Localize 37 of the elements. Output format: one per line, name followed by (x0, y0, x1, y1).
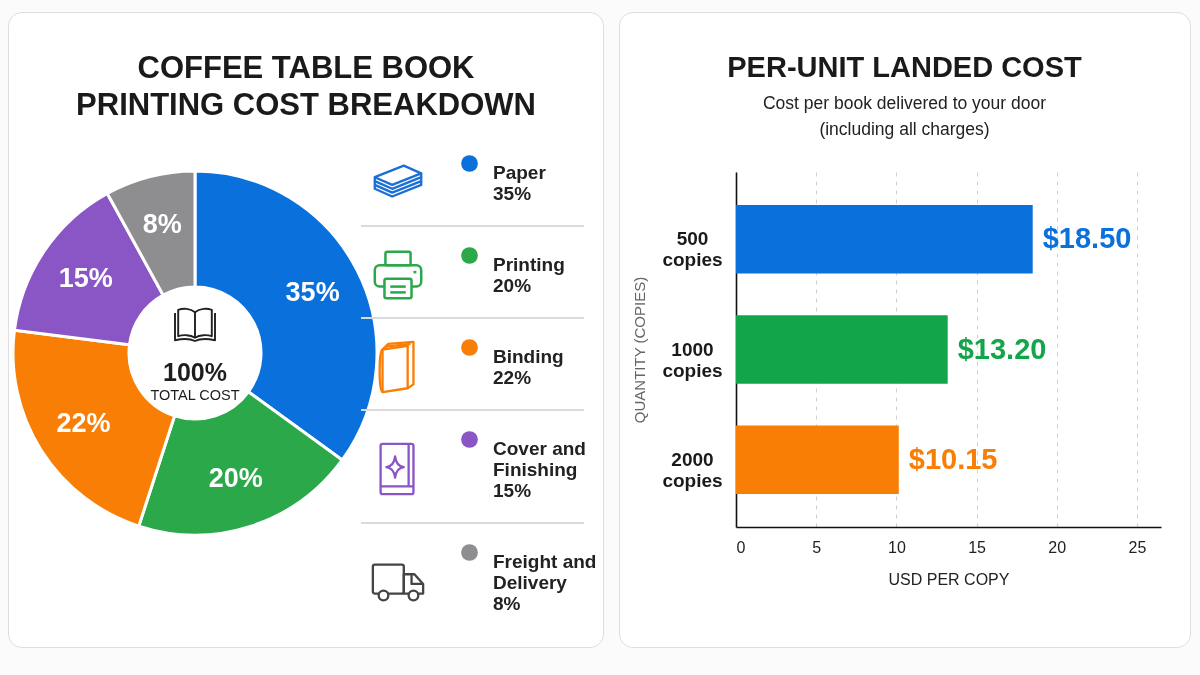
x-tick-label: 20 (1048, 538, 1067, 556)
y-tick-label: 1000 copies (662, 338, 723, 381)
x-tick-label: 0 (736, 538, 746, 556)
y-tick-label: 2000 copies (662, 448, 723, 491)
chart-title: PER-UNIT LANDED COST (727, 50, 1082, 83)
legend-label: Paper (493, 161, 547, 183)
text: 15% (493, 479, 532, 501)
text: 22% (493, 366, 532, 388)
y-tick-label: 500 copies (662, 228, 723, 271)
text: 20% (493, 274, 532, 296)
text: 8% (493, 592, 521, 614)
chart-subtitle: Cost per book delivered to your door (including all charges) (762, 92, 1047, 139)
legend-label: Binding (493, 345, 564, 367)
data-label: $10.15 (908, 442, 998, 475)
data-label: 22% (56, 407, 111, 438)
bar (736, 425, 899, 494)
bar (736, 315, 948, 384)
x-tick-label: 15 (968, 538, 987, 556)
text: TOTAL COST (150, 387, 240, 403)
x-tick-label: 10 (887, 538, 906, 556)
data-label: 35% (285, 277, 340, 308)
x-tick-label: 5 (812, 538, 822, 556)
text: 35% (493, 182, 532, 204)
legend-label: Printing (493, 253, 565, 275)
data-label: 8% (142, 209, 182, 240)
data-label: $18.50 (1042, 222, 1132, 255)
legend-label: Cover and Finishing (493, 437, 586, 480)
y-axis-title: QUANTITY (COPIES) (631, 276, 649, 424)
legend-label: Freight and Delivery (493, 550, 597, 593)
data-label: 20% (208, 462, 263, 493)
bar (736, 205, 1033, 274)
x-axis-title: USD PER COPY (888, 570, 1010, 588)
chart-title: COFFEE TABLE BOOK PRINTING COST BREAKDOWN (76, 50, 536, 122)
data-label: 15% (58, 262, 113, 293)
x-tick-label: 25 (1128, 538, 1147, 556)
data-label: $13.20 (957, 332, 1047, 365)
text: 100% (163, 358, 227, 386)
